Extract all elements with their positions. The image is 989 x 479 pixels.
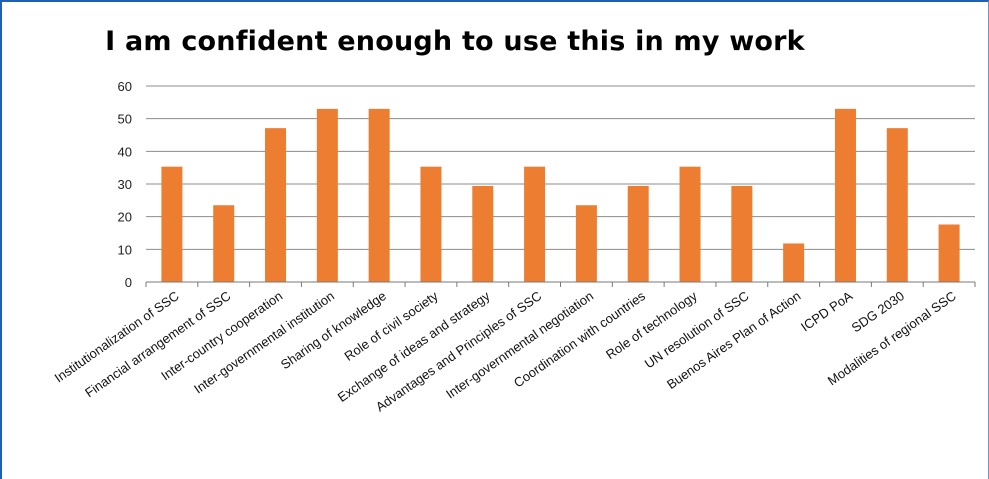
bar <box>938 224 960 282</box>
bar <box>575 205 597 282</box>
bar <box>627 185 649 282</box>
bar <box>886 128 908 282</box>
y-tick-label: 0 <box>125 275 132 290</box>
y-tick-label: 40 <box>118 144 132 159</box>
bar <box>783 243 805 282</box>
y-tick-label: 60 <box>118 79 132 94</box>
bar <box>316 108 338 282</box>
bar <box>213 205 235 282</box>
bar <box>679 166 701 282</box>
bar <box>472 185 494 282</box>
y-tick-label: 30 <box>118 177 132 192</box>
x-tick-label: ICPD PoA <box>798 288 855 334</box>
bar <box>524 166 546 282</box>
chart-title: I am confident enough to use this in my … <box>105 26 805 57</box>
bar <box>368 108 390 282</box>
x-axis <box>145 281 976 287</box>
y-tick-label: 20 <box>118 210 132 225</box>
bar <box>161 166 183 282</box>
bars <box>161 108 960 282</box>
y-tick-label: 50 <box>118 112 132 127</box>
bar <box>420 166 442 282</box>
y-tick-label: 10 <box>118 242 132 257</box>
y-axis-ticks: 0 10 20 30 40 50 60 <box>118 79 132 290</box>
bar <box>834 108 856 282</box>
bar <box>731 185 753 282</box>
bar <box>265 128 287 282</box>
